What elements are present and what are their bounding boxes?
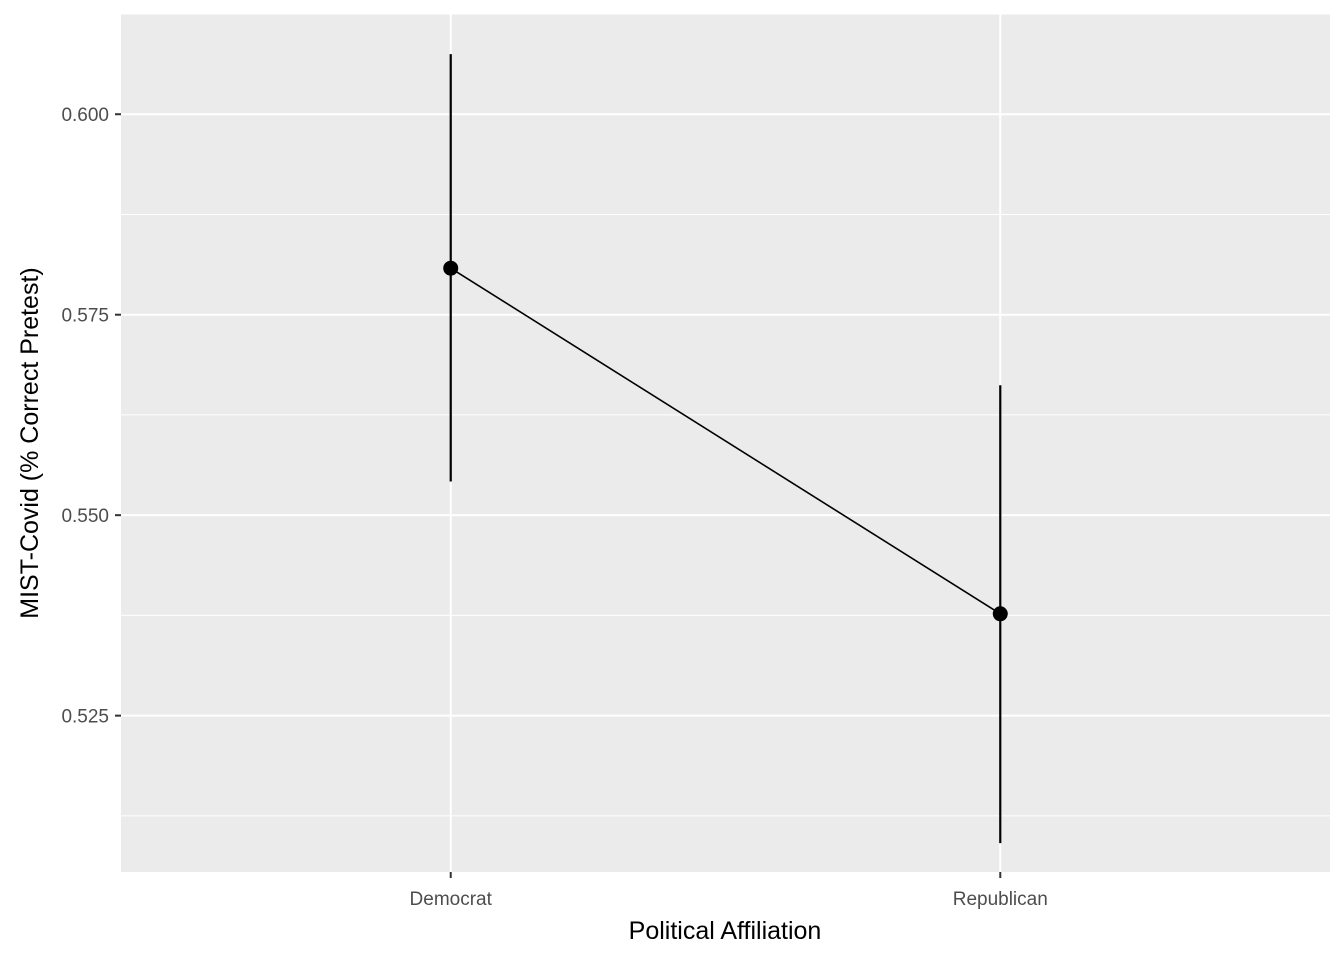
y-axis: 0.525 0.550 0.575 0.600 <box>61 105 121 728</box>
data-point <box>992 606 1008 622</box>
y-axis-title: MIST-Covid (% Correct Pretest) <box>16 267 44 618</box>
y-tick-label: 0.550 <box>61 506 109 527</box>
y-tick-label: 0.525 <box>61 707 109 728</box>
major-grid <box>121 14 1330 872</box>
x-tick-label: Republican <box>953 889 1048 910</box>
x-axis-title: Political Affiliation <box>629 917 822 945</box>
data-point <box>443 260 459 276</box>
plot-panel <box>121 14 1330 872</box>
data-marks <box>443 54 1008 844</box>
x-axis: Democrat Republican <box>410 872 1048 910</box>
y-tick-label: 0.575 <box>61 306 109 327</box>
minor-grid <box>121 13 1330 817</box>
x-tick-label: Democrat <box>410 889 493 910</box>
y-tick-label: 0.600 <box>61 105 109 126</box>
series-line <box>450 267 1001 615</box>
